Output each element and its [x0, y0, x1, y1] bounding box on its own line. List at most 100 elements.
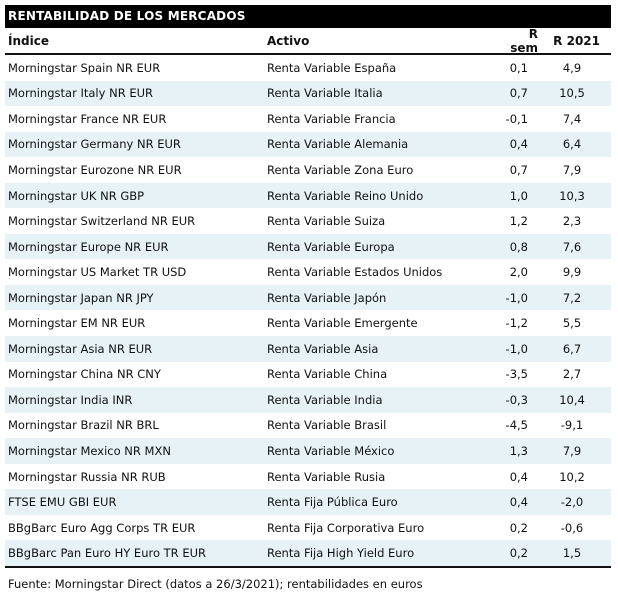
cell-r-2021: 2,7 — [562, 367, 582, 382]
cell-activo: Renta Variable México — [267, 443, 395, 458]
cell-indice: Morningstar Eurozone NR EUR — [8, 162, 182, 177]
cell-activo: Renta Variable Reino Unido — [267, 188, 424, 203]
cell-r-2021: 7,4 — [562, 111, 582, 126]
table-bottom-rule — [5, 565, 611, 568]
cell-r-2021: 9,9 — [562, 265, 582, 280]
cell-activo: Renta Fija Corporativa Euro — [267, 520, 425, 535]
cell-activo: Renta Variable Alemania — [267, 137, 409, 152]
table-row: Morningstar EM NR EUR Renta Variable Eme… — [5, 310, 611, 336]
cell-r-sem: -0,1 — [505, 111, 528, 126]
table-row: BBgBarc Pan Euro HY Euro TR EUR Renta Fi… — [5, 540, 611, 566]
cell-activo: Renta Variable Japón — [267, 290, 387, 305]
market-returns-report: RENTABILIDAD DE LOS MERCADOS Índice Acti… — [5, 5, 611, 591]
cell-activo: Renta Variable Suiza — [267, 214, 386, 229]
table-row: Morningstar US Market TR USD Renta Varia… — [5, 259, 611, 285]
cell-r-2021: 2,3 — [562, 214, 582, 229]
cell-r-2021: 10,2 — [559, 469, 585, 484]
table-row: Morningstar Japan NR JPY Renta Variable … — [5, 284, 611, 311]
cell-r-sem: -1,0 — [505, 290, 528, 305]
cell-activo: Renta Variable Rusia — [267, 469, 386, 484]
cell-r-sem: 1,2 — [509, 214, 528, 229]
table-row: Morningstar Spain NR EUR Renta Variable … — [5, 55, 611, 81]
cell-activo: Renta Fija High Yield Euro — [267, 546, 415, 561]
column-header-indice: Índice — [8, 33, 49, 48]
table-row: Morningstar Germany NR EUR Renta Variabl… — [5, 131, 611, 158]
cell-indice: Morningstar US Market TR USD — [8, 265, 187, 280]
cell-r-2021: 7,9 — [562, 162, 582, 177]
cell-indice: Morningstar Asia NR EUR — [8, 341, 153, 356]
column-header-activo: Activo — [267, 33, 310, 48]
table-row: Morningstar Russia NR RUB Renta Variable… — [5, 464, 611, 490]
cell-indice: Morningstar EM NR EUR — [8, 316, 146, 331]
cell-indice: Morningstar Italy NR EUR — [8, 86, 154, 101]
cell-indice: Morningstar Switzerland NR EUR — [8, 214, 196, 229]
table-row: FTSE EMU GBI EUR Renta Fija Pública Euro… — [5, 489, 611, 515]
cell-r-2021: 7,9 — [562, 443, 582, 458]
cell-r-sem: -1,0 — [505, 341, 528, 356]
table-row: Morningstar Italy NR EUR Renta Variable … — [5, 80, 611, 107]
table-row: Morningstar India INR Renta Variable Ind… — [5, 387, 611, 413]
table-row: Morningstar Asia NR EUR Renta Variable A… — [5, 336, 611, 362]
cell-indice: BBgBarc Pan Euro HY Euro TR EUR — [8, 546, 206, 561]
cell-r-sem: -1,2 — [505, 316, 528, 331]
cell-indice: Morningstar India INR — [8, 392, 133, 407]
cell-activo: Renta Variable España — [267, 60, 397, 75]
cell-r-sem: -3,5 — [505, 367, 528, 382]
cell-indice: BBgBarc Euro Agg Corps TR EUR — [8, 520, 196, 535]
cell-r-2021: -2,0 — [560, 495, 584, 510]
cell-r-sem: 0,7 — [509, 162, 528, 177]
cell-activo: Renta Variable Europa — [267, 239, 395, 254]
cell-activo: Renta Variable Emergente — [267, 316, 418, 331]
cell-r-2021: 10,3 — [559, 188, 585, 203]
cell-r-sem: -4,5 — [505, 418, 528, 433]
cell-indice: Morningstar France NR EUR — [8, 111, 167, 126]
cell-r-2021: 10,4 — [559, 392, 585, 407]
column-header-r-sem: R sem — [510, 26, 538, 55]
table-row: Morningstar Europe NR EUR Renta Variable… — [5, 233, 611, 260]
cell-activo: Renta Variable Asia — [267, 341, 379, 356]
cell-indice: FTSE EMU GBI EUR — [8, 495, 117, 510]
table-body: Morningstar Spain NR EUR Renta Variable … — [5, 55, 611, 566]
cell-r-2021: 6,4 — [562, 137, 582, 152]
cell-indice: Morningstar Russia NR RUB — [8, 469, 166, 484]
cell-indice: Morningstar Spain NR EUR — [8, 60, 161, 75]
cell-r-2021: 6,7 — [562, 341, 582, 356]
table-row: Morningstar China NR CNY Renta Variable … — [5, 362, 611, 388]
source-note: Fuente: Morningstar Direct (datos a 26/3… — [8, 576, 423, 591]
cell-r-sem: 0,2 — [509, 546, 528, 561]
table-row: Morningstar UK NR GBP Renta Variable Rei… — [5, 182, 611, 209]
cell-r-sem: 0,8 — [509, 239, 528, 254]
cell-activo: Renta Variable Francia — [267, 111, 396, 126]
cell-r-sem: 0,4 — [509, 137, 528, 152]
cell-r-sem: 0,4 — [509, 469, 528, 484]
table-row: Morningstar Mexico NR MXN Renta Variable… — [5, 438, 611, 464]
cell-activo: Renta Variable China — [267, 367, 388, 382]
cell-activo: Renta Variable Italia — [267, 86, 383, 101]
cell-indice: Morningstar Brazil NR BRL — [8, 418, 159, 433]
table-row: Morningstar Switzerland NR EUR Renta Var… — [5, 208, 611, 234]
cell-r-sem: 0,1 — [509, 60, 528, 75]
cell-r-2021: -0,6 — [560, 520, 584, 535]
cell-activo: Renta Variable Brasil — [267, 418, 387, 433]
table-row: BBgBarc Euro Agg Corps TR EUR Renta Fija… — [5, 515, 611, 541]
cell-r-2021: 7,6 — [562, 239, 582, 254]
cell-activo: Renta Variable Zona Euro — [267, 162, 414, 177]
cell-indice: Morningstar UK NR GBP — [8, 188, 145, 203]
column-header-r-2021: R 2021 — [553, 33, 600, 48]
table-row: Morningstar Brazil NR BRL Renta Variable… — [5, 413, 611, 439]
cell-r-2021: 7,2 — [562, 290, 582, 305]
table-row: Morningstar Eurozone NR EUR Renta Variab… — [5, 157, 611, 183]
table-title: RENTABILIDAD DE LOS MERCADOS — [8, 9, 246, 23]
cell-r-sem: 0,2 — [509, 520, 528, 535]
table-title-bar: RENTABILIDAD DE LOS MERCADOS — [5, 5, 611, 28]
cell-indice: Morningstar Germany NR EUR — [8, 137, 181, 152]
cell-r-2021: 1,5 — [562, 546, 582, 561]
cell-activo: Renta Variable Estados Unidos — [267, 265, 443, 280]
cell-r-2021: 4,9 — [562, 60, 582, 75]
table-row: Morningstar France NR EUR Renta Variable… — [5, 106, 611, 132]
cell-r-sem: 1,0 — [509, 188, 528, 203]
cell-r-sem: 2,0 — [509, 265, 528, 280]
cell-activo: Renta Fija Pública Euro — [267, 495, 398, 510]
cell-indice: Morningstar Japan NR JPY — [8, 290, 154, 305]
cell-indice: Morningstar Europe NR EUR — [8, 239, 169, 254]
